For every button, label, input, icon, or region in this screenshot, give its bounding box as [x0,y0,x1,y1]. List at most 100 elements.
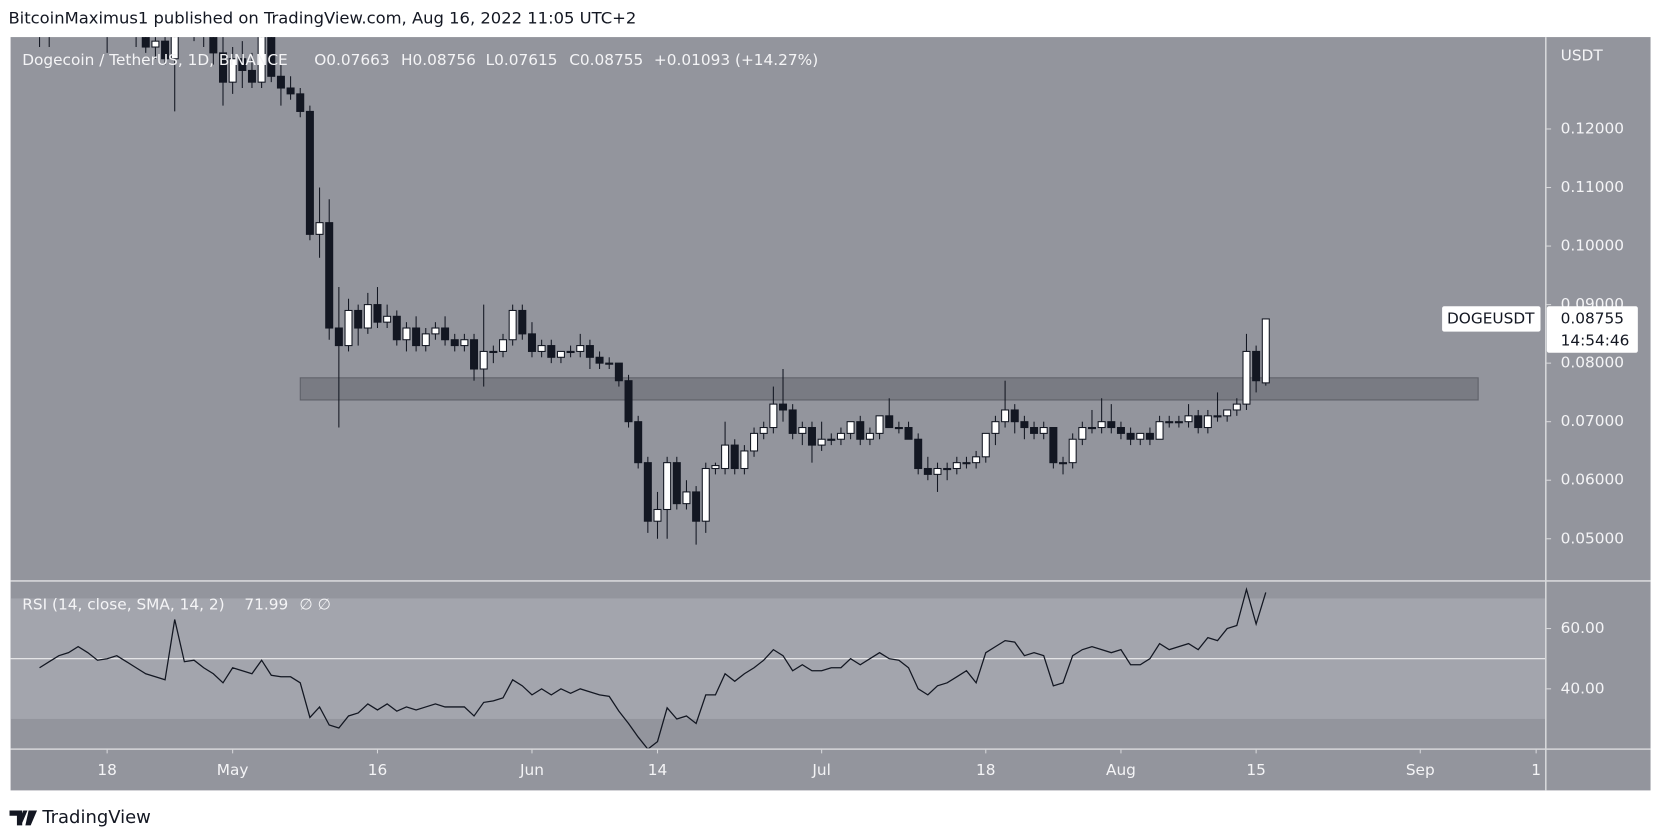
candle-body [1174,421,1183,424]
candle-body [421,333,430,347]
candle-body [779,403,788,411]
candle-body [943,467,952,471]
candle-body [894,427,903,430]
y-tick-label: 0.12000 [1561,119,1624,137]
candle-body [885,415,894,429]
candle-body [1261,318,1270,384]
candle-body [228,58,237,83]
high-label: H0.08756 [401,51,476,69]
candle-body [1068,438,1077,464]
candle-body [489,350,498,354]
axis-unit: USDT [1561,47,1604,65]
candle-body [276,75,285,89]
candle-body [354,309,363,329]
candle-body [605,362,614,365]
candle-body [1010,409,1019,423]
candle-body [1126,432,1135,440]
candle-body [875,415,884,434]
symbol-tag [1442,306,1541,332]
candle-body [1252,350,1261,382]
candle-body [1030,427,1039,434]
candle-body [807,427,816,446]
candle-body [1223,409,1232,417]
close-label: C0.08755 [569,51,643,69]
candle-body [827,438,836,441]
candle-body [769,403,778,429]
open-label: O0.07663 [314,51,389,69]
candle-body [431,327,440,335]
candle-body [325,222,334,329]
price-tag [1546,306,1638,353]
x-tick-label: Jun [519,761,544,779]
candle-body [267,37,276,77]
candle-body [576,345,585,352]
candle-body [672,462,681,505]
candle-body [392,315,401,341]
symbol-tag-label: DOGEUSDT [1447,309,1535,327]
x-tick-label: Aug [1106,761,1136,779]
logo-icon [9,810,38,826]
x-tick-label: 14 [648,761,668,779]
candle-body [218,52,228,83]
candle-body [1049,427,1058,464]
support-zone [299,377,1479,401]
candle-body [663,462,672,511]
candle-body [585,345,594,358]
candle-body [962,462,971,465]
publish-info: BitcoinMaximus1 published on TradingView… [8,9,636,28]
candle-body [1203,415,1212,429]
rsi-line [39,586,1267,750]
candle-body [1001,409,1010,423]
logo-text: TradingView [41,807,151,828]
candle-body [1059,462,1068,465]
candle-body [1020,421,1029,429]
candle-body [247,69,256,83]
low-label: L0.07615 [486,51,558,69]
rsi-tick-label: 40.00 [1561,679,1605,697]
candle-body [566,350,575,354]
candle-body [682,491,691,505]
candle-body [499,339,508,352]
candle-body [614,362,623,382]
symbol: Dogecoin / TetherUS, 1D, BINANCE [22,51,288,69]
candle-body [1165,421,1174,424]
candle-body [624,380,633,423]
candle-body [952,462,961,470]
candle-body [1242,350,1251,405]
candle-body [1136,432,1145,440]
candle-body [981,432,990,458]
rsi-pane [10,586,1546,750]
candle-body [595,356,604,364]
candle-body [701,467,710,522]
candle-body [209,37,218,54]
candle-body [470,339,479,370]
candle-body [846,421,855,434]
logo: TradingView [9,807,151,828]
candle-body [721,444,730,470]
candle-body [315,222,324,235]
candle-body [740,450,749,470]
y-tick-label: 0.06000 [1561,471,1624,489]
candle-body [972,456,981,464]
candle-body [991,421,1000,434]
x-tick-label: 16 [368,761,388,779]
candle-body [1155,421,1164,440]
rsi-extra: ∅ ∅ [299,596,331,614]
candle-body [643,462,652,522]
candle-body [817,438,826,446]
candle-body [759,427,768,434]
candle-body [334,327,343,347]
candle-body [373,304,382,323]
rsi-value: 71.99 [244,596,288,614]
y-tick-label: 0.11000 [1561,178,1624,196]
y-tick-label: 0.07000 [1561,412,1624,430]
candle-body [537,345,546,352]
y-tick-label: 0.10000 [1561,237,1624,255]
candle-body [556,350,565,358]
candle-body [170,37,179,60]
candle-body [1145,432,1154,440]
x-tick-label: 1 [1531,761,1541,779]
candle-body [1232,403,1241,411]
